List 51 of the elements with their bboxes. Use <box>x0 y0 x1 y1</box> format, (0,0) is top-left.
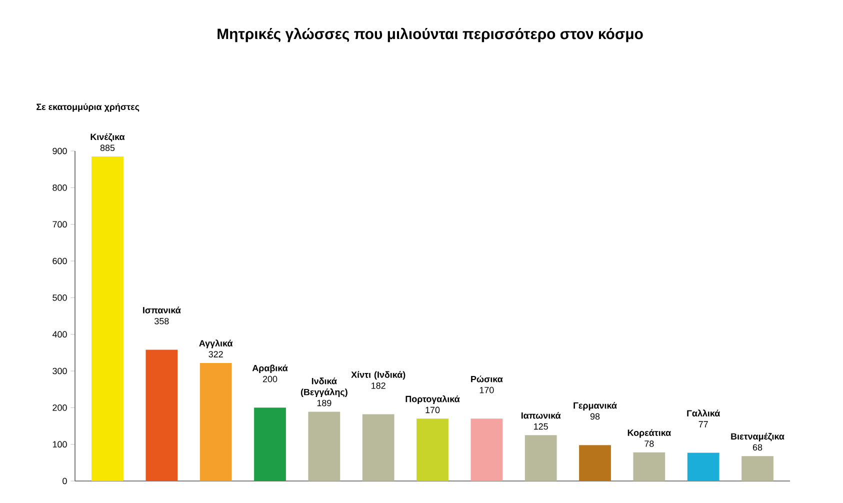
x-tick-label: Χίντι (Ινδικά) <box>351 371 406 380</box>
bar <box>742 456 774 481</box>
data-label: 322 <box>208 351 223 358</box>
data-label: 182 <box>372 382 386 389</box>
data-label: 189 <box>317 400 332 406</box>
data-label: 170 <box>426 406 440 414</box>
x-tick-label: Κορεάτικα <box>628 429 671 438</box>
y-axis-title: Σε εκατομμύρια χρήστες <box>36 103 140 112</box>
data-label: 78 <box>644 440 654 447</box>
y-tick-label: 100 <box>52 441 67 448</box>
x-tick-label: Ισπανικά <box>143 306 181 314</box>
x-tick-label: Αγγλικά <box>199 340 233 348</box>
y-tick-label: 700 <box>52 221 67 228</box>
data-label: 68 <box>752 444 762 451</box>
x-tick-label: Ιαπωνικά <box>521 412 561 419</box>
x-tick-label: Γαλλικά <box>687 410 720 416</box>
data-label: 77 <box>698 421 708 428</box>
y-tick-label: 0 <box>62 478 67 484</box>
x-tick-label: Βιετναμέζικα <box>731 432 784 442</box>
bar <box>633 452 666 481</box>
x-tick-label: Αραβικά <box>252 364 288 374</box>
x-tick-label: Κινέζικα <box>90 133 125 142</box>
bar <box>579 445 611 481</box>
x-tick-label: Ρώσικα <box>471 376 503 382</box>
bar <box>524 435 557 481</box>
y-tick-label: 600 <box>52 258 67 264</box>
y-tick-label: 900 <box>52 148 67 154</box>
y-tick-label: 800 <box>52 184 67 191</box>
data-label: 358 <box>154 318 169 324</box>
bar <box>687 452 720 481</box>
data-label: 885 <box>100 144 115 151</box>
data-label: 125 <box>534 423 548 430</box>
bar <box>254 408 286 481</box>
y-tick-label: 300 <box>52 368 67 374</box>
x-tick-label: Γερμανικά <box>574 402 617 410</box>
y-tick-label: 400 <box>52 331 67 338</box>
chart-title: Μητρικές γλώσσες που μιλιούνται περισσότερο στον κόσμο <box>218 28 643 42</box>
x-tick-label: Ινδικά (Βεγγάλης) <box>300 378 348 397</box>
bar <box>362 414 394 481</box>
x-tick-label: Πορτογαλικά <box>406 395 460 404</box>
y-tick-label: 200 <box>52 404 67 411</box>
bar <box>200 362 232 481</box>
y-tick-label: 500 <box>52 294 67 301</box>
bar <box>92 156 124 481</box>
data-label: 200 <box>262 376 278 382</box>
bar <box>416 418 448 481</box>
data-label: 170 <box>480 386 494 394</box>
bar <box>146 350 178 481</box>
data-label: 98 <box>590 413 600 420</box>
bar <box>470 418 503 481</box>
bar <box>308 412 340 481</box>
